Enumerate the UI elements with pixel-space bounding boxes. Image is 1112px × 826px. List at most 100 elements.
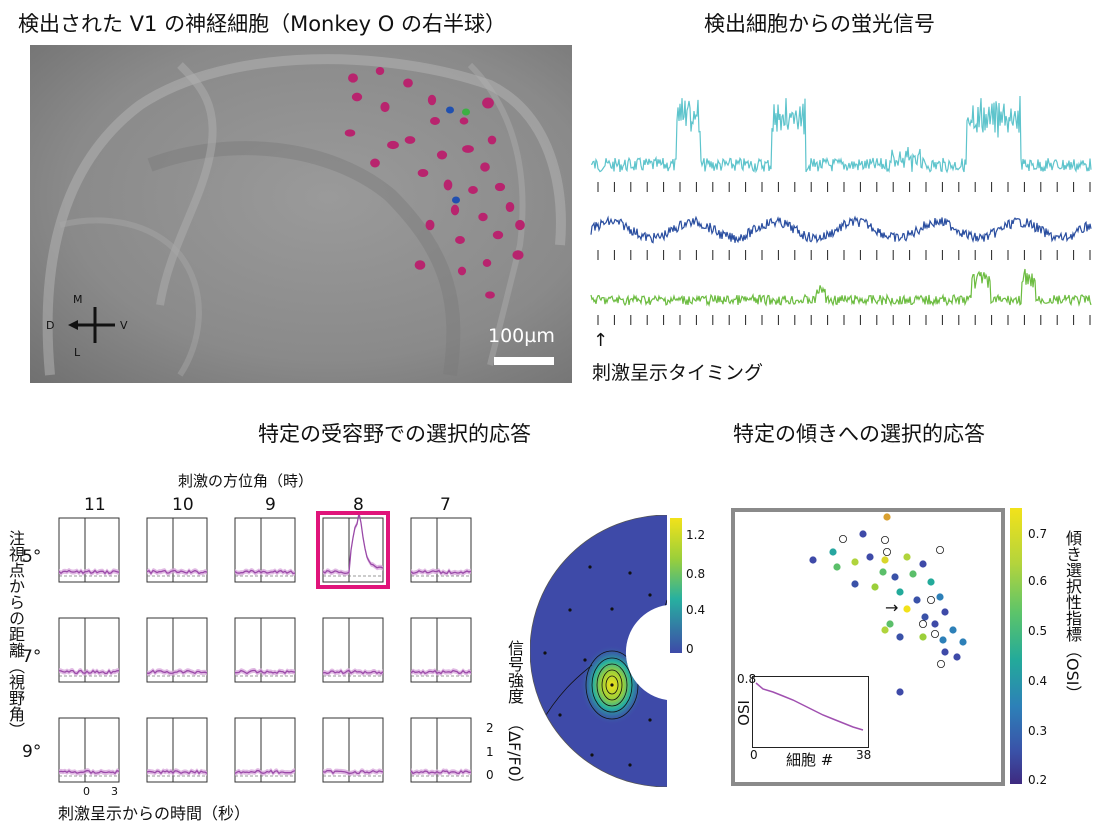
osi-cell-9	[891, 573, 899, 581]
sem-band-1-0	[59, 668, 119, 676]
osi-cell-19	[921, 613, 929, 621]
microscope-svg	[30, 45, 572, 383]
scalebar	[494, 357, 554, 365]
cell-21	[450, 204, 460, 216]
osi-cell-31	[809, 556, 817, 564]
osi-cbar-02: 0.2	[1028, 773, 1048, 787]
vessel-outline-1	[42, 54, 566, 376]
osi-cbar-07: 0.7	[1028, 527, 1048, 541]
osi-inset	[752, 676, 869, 748]
ytick-1: 1	[486, 745, 494, 759]
rf-colorbar	[670, 518, 682, 653]
osi-cell-23	[896, 633, 904, 641]
osi-cell-7	[919, 560, 927, 568]
cell-2	[403, 78, 413, 88]
cell-27	[485, 291, 495, 299]
osi-nonsel-7	[936, 659, 945, 668]
osi-cbar-05: 0.5	[1028, 624, 1048, 638]
cell-13	[462, 145, 474, 153]
distance-axis-label: 注視点からの距離（視野角）	[6, 530, 25, 738]
compass-d: D	[46, 319, 55, 332]
mean-trace-1-1	[146, 669, 208, 675]
osi-cell-6	[903, 553, 911, 561]
col-label-7: 7	[440, 495, 451, 515]
osi-cell-14	[896, 588, 904, 596]
osi-cell-17	[941, 608, 949, 616]
rf-contours	[539, 599, 667, 726]
mean-trace-2-1	[146, 769, 208, 775]
osi-cell-30	[896, 688, 904, 696]
rf-cbar-tick-04: 0.4	[686, 603, 706, 617]
cell-blue-1	[446, 106, 454, 114]
cell-25	[512, 250, 524, 260]
osi-nonsel-0	[839, 534, 848, 543]
panel-c-title: 特定の受容野での選択的応答	[258, 422, 531, 446]
col-label-11: 11	[84, 495, 106, 515]
mean-trace-0-2	[234, 569, 296, 575]
cell-0	[348, 73, 358, 83]
rf-cbar-tick-12: 1.2	[686, 528, 706, 542]
sem-band-0-4	[411, 568, 471, 576]
osi-inset-curve	[755, 682, 864, 731]
osi-cell-16	[936, 593, 944, 601]
cell-14	[480, 162, 490, 172]
mean-trace-2-0	[58, 769, 120, 775]
cell-green	[462, 108, 470, 116]
osi-nonsel-2	[882, 548, 891, 557]
mean-trace-0-4	[410, 569, 472, 575]
vessel-outline-5	[467, 62, 526, 366]
cell-1	[375, 67, 385, 75]
osi-cell-22	[949, 626, 957, 634]
osi-colorbar-label: 傾き選択性指標（OSI）	[1063, 530, 1082, 702]
inset-y-top: 0.8	[737, 672, 757, 686]
ytick-2: 2	[486, 721, 494, 735]
vessel-outline-2	[147, 141, 461, 376]
osi-cell-26	[959, 638, 967, 646]
mean-trace-1-4	[410, 669, 472, 675]
stim-timing-label: 刺激呈示タイミング	[592, 362, 764, 384]
cell-20	[478, 212, 488, 222]
mean-trace-2-3	[322, 769, 384, 775]
osi-arrow: →	[885, 598, 899, 617]
cell-11	[482, 97, 494, 109]
microscope-image: M D V L 100µm	[30, 45, 572, 383]
col-label-8: 8	[353, 495, 364, 515]
inset-x-start: 0	[750, 748, 758, 762]
cell-7	[430, 117, 440, 125]
stim-arrow: ↑	[593, 330, 609, 351]
cell-4	[351, 92, 363, 102]
mean-trace-0-3	[322, 513, 384, 575]
osi-cell-12	[851, 580, 859, 588]
time-axis-label: 刺激呈示からの時間（秒）	[58, 804, 251, 823]
osi-cell-15	[913, 596, 921, 604]
osi-cell-29	[941, 648, 949, 656]
receptive-field-map	[529, 514, 690, 788]
cell-23	[455, 236, 465, 244]
sem-band-0-0	[59, 568, 119, 576]
fluorescence-traces	[588, 70, 1108, 340]
traces-svg	[590, 95, 1092, 325]
cell-8	[404, 136, 416, 144]
osi-cell-11	[927, 578, 935, 586]
cell-5	[380, 101, 390, 113]
row-label-9: 9°	[22, 742, 42, 762]
cell-32	[515, 219, 525, 231]
row-label-5: 5°	[22, 547, 42, 567]
inset-xlabel: 細胞 #	[786, 751, 834, 769]
inset-ylabel: OSI	[735, 700, 753, 726]
osi-nonsel-5	[918, 620, 927, 629]
osi-cbar-06: 0.6	[1028, 574, 1048, 588]
mean-trace-0-1	[146, 569, 208, 575]
osi-nonsel-3	[935, 546, 944, 555]
signal-strength-label: 信号強度	[505, 640, 524, 704]
rf-map-svg	[529, 514, 668, 788]
xtick-3: 3	[111, 785, 118, 798]
cell-15	[417, 168, 429, 178]
detected-cells	[344, 67, 525, 299]
cell-16	[443, 179, 453, 191]
osi-cell-32	[883, 513, 891, 521]
osi-cell-13	[871, 583, 879, 591]
osi-cell-27	[953, 653, 961, 661]
osi-map-svg	[809, 513, 967, 696]
osi-nonsel-4	[926, 596, 935, 605]
